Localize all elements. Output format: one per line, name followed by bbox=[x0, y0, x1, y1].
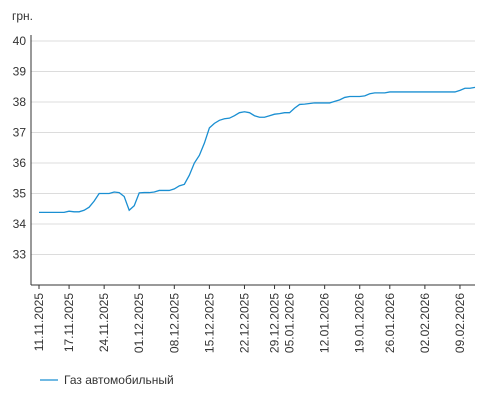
line-series bbox=[39, 86, 476, 214]
x-tick-label: 02.02.2026 bbox=[418, 293, 432, 353]
y-tick-label: 40 bbox=[13, 34, 27, 48]
y-tick-label: 38 bbox=[13, 95, 27, 109]
x-tick-label: 17.11.2025 bbox=[62, 293, 76, 352]
y-tick-label: 34 bbox=[13, 217, 27, 231]
x-tick-label: 22.12.2025 bbox=[237, 293, 251, 353]
y-unit-label: грн. bbox=[12, 9, 33, 23]
x-tick-label: 05.01.2026 bbox=[283, 293, 297, 353]
y-tick-label: 33 bbox=[13, 248, 27, 262]
x-tick-label: 08.12.2025 bbox=[167, 293, 181, 353]
x-tick-label: 19.01.2026 bbox=[353, 293, 367, 353]
x-tick-label: 26.01.2026 bbox=[383, 293, 397, 353]
y-tick-label: 37 bbox=[13, 126, 27, 140]
legend-label: Газ автомобильный bbox=[64, 373, 174, 387]
y-tick-label: 35 bbox=[13, 187, 27, 201]
x-tick-label: 11.11.2025 bbox=[32, 293, 46, 352]
x-tick-label: 12.01.2026 bbox=[318, 293, 332, 353]
x-tick-label: 15.12.2025 bbox=[202, 293, 216, 353]
y-tick-label: 36 bbox=[13, 156, 27, 170]
y-tick-label: 39 bbox=[13, 65, 27, 79]
x-tick-label: 09.02.2026 bbox=[453, 293, 467, 353]
x-tick-label: 01.12.2025 bbox=[132, 293, 146, 353]
x-tick-label: 29.12.2025 bbox=[268, 293, 282, 353]
x-tick-label: 24.11.2025 bbox=[97, 293, 111, 352]
